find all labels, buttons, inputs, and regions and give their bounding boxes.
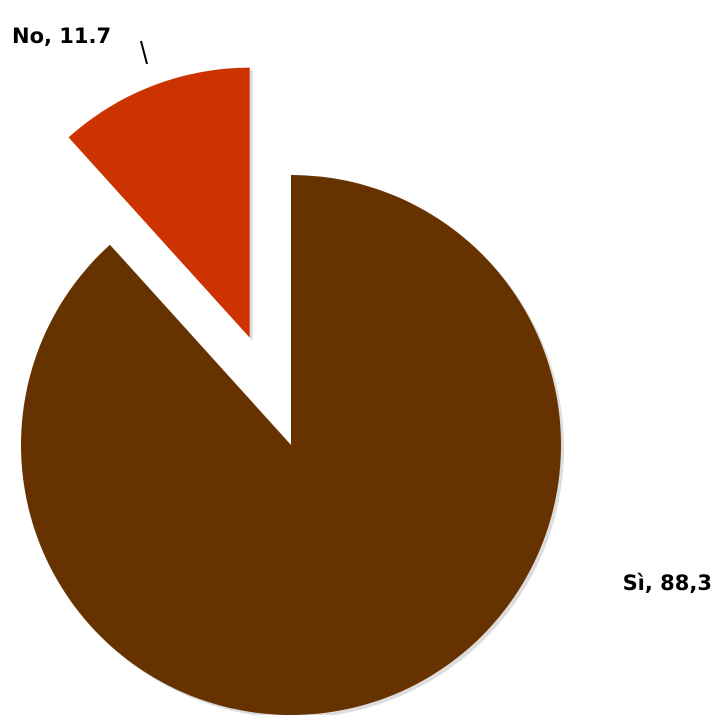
- pie-slices: [21, 67, 564, 715]
- pie-leader-line-0: [140, 40, 148, 65]
- pie-labels: No, 11.7 Sì, 88,3: [12, 24, 712, 595]
- pie-label-0: No, 11.7: [12, 24, 111, 48]
- pie-slice-1: [21, 175, 562, 715]
- pie-label-1: Sì, 88,3: [623, 571, 712, 595]
- pie-slice-0: [68, 67, 250, 338]
